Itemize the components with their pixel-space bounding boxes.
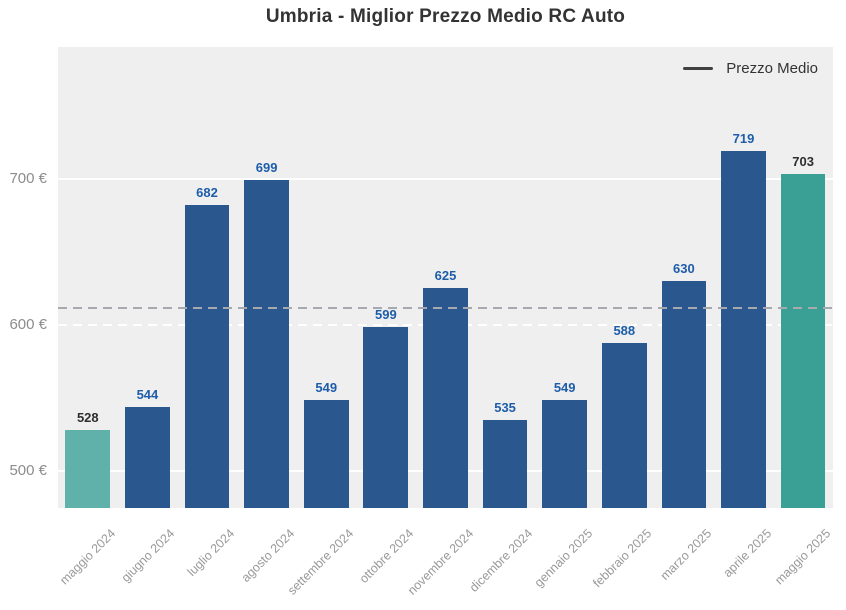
bar-slot-febbraio-2025: 588 <box>594 47 654 508</box>
bar-value-dicembre-2024: 535 <box>494 400 516 416</box>
y-axis-tick-600: 600 € <box>9 316 47 334</box>
legend-label: Prezzo Medio <box>726 60 818 77</box>
bar-value-settembre-2024: 549 <box>315 379 338 395</box>
bar-agosto-2024[interactable] <box>244 180 289 508</box>
bar-value-luglio-2024: 682 <box>196 185 218 201</box>
bar-value-aprile-2025: 719 <box>732 130 755 146</box>
bar-slot-aprile-2025: 719 <box>714 47 774 508</box>
bar-value-febbraio-2025: 588 <box>613 322 636 338</box>
bar-value-marzo-2025: 630 <box>673 261 695 277</box>
average-dashed-line <box>58 307 833 310</box>
bar-febbraio-2025[interactable] <box>601 342 647 508</box>
bar-value-novembre-2024: 625 <box>434 268 457 284</box>
bar-slot-settembre-2024: 549 <box>296 47 356 508</box>
bar-slot-ottobre-2024: 599 <box>356 47 416 508</box>
bar-settembre-2024[interactable] <box>303 399 349 508</box>
bar-value-giugno-2024: 544 <box>136 387 159 403</box>
x-axis-labels: maggio 2024 giugno 2024 luglio 2024 agosto … <box>57 508 833 608</box>
legend-line-icon <box>683 67 714 70</box>
bar-aprile-2025[interactable] <box>721 150 766 508</box>
bar-maggio-2024[interactable] <box>65 430 111 508</box>
bar-slot-dicembre-2024: 535 <box>475 47 535 508</box>
bar-slot-gennaio-2025: 549 <box>535 47 595 508</box>
bar-slot-novembre-2024: 625 <box>416 47 476 508</box>
bar-value-agosto-2024: 699 <box>255 160 278 176</box>
bar-slot-maggio-2025: 703 <box>773 47 833 508</box>
bar-value-ottobre-2024: 599 <box>375 306 397 322</box>
bar-marzo-2025[interactable] <box>661 281 707 508</box>
bar-ottobre-2024[interactable] <box>363 326 409 508</box>
bar-novembre-2024[interactable] <box>423 288 468 508</box>
gridline-700 <box>58 177 833 180</box>
chart-title: Umbria - Miglior Prezzo Medio RC Auto <box>265 6 626 27</box>
bar-value-gennaio-2025: 549 <box>553 379 576 395</box>
bar-giugno-2024[interactable] <box>125 407 170 508</box>
y-axis-tick-500: 500 € <box>9 462 47 480</box>
bar-slot-giugno-2024: 544 <box>118 47 178 508</box>
bar-slot-luglio-2024: 682 <box>177 47 237 508</box>
bar-value-maggio-2025: 703 <box>792 154 814 170</box>
bar-slot-agosto-2024: 699 <box>237 47 297 508</box>
bar-value-maggio-2024: 528 <box>76 410 99 426</box>
bars-container: 528 544 682 699 549 599 625 535 549 588 630 719 703 <box>58 47 833 508</box>
legend[interactable]: Prezzo Medio <box>683 60 818 77</box>
bar-maggio-2025[interactable] <box>780 174 826 508</box>
y-axis-tick-700: 700 € <box>9 169 47 187</box>
bar-luglio-2024[interactable] <box>184 205 230 508</box>
plot-area: 528 544 682 699 549 599 625 535 549 588 630 719 703 … <box>9 47 833 508</box>
bar-dicembre-2024[interactable] <box>482 420 528 508</box>
bar-slot-maggio-2024: 528 <box>58 47 118 508</box>
bar-slot-marzo-2025: 630 <box>654 47 714 508</box>
bar-gennaio-2025[interactable] <box>542 399 588 508</box>
